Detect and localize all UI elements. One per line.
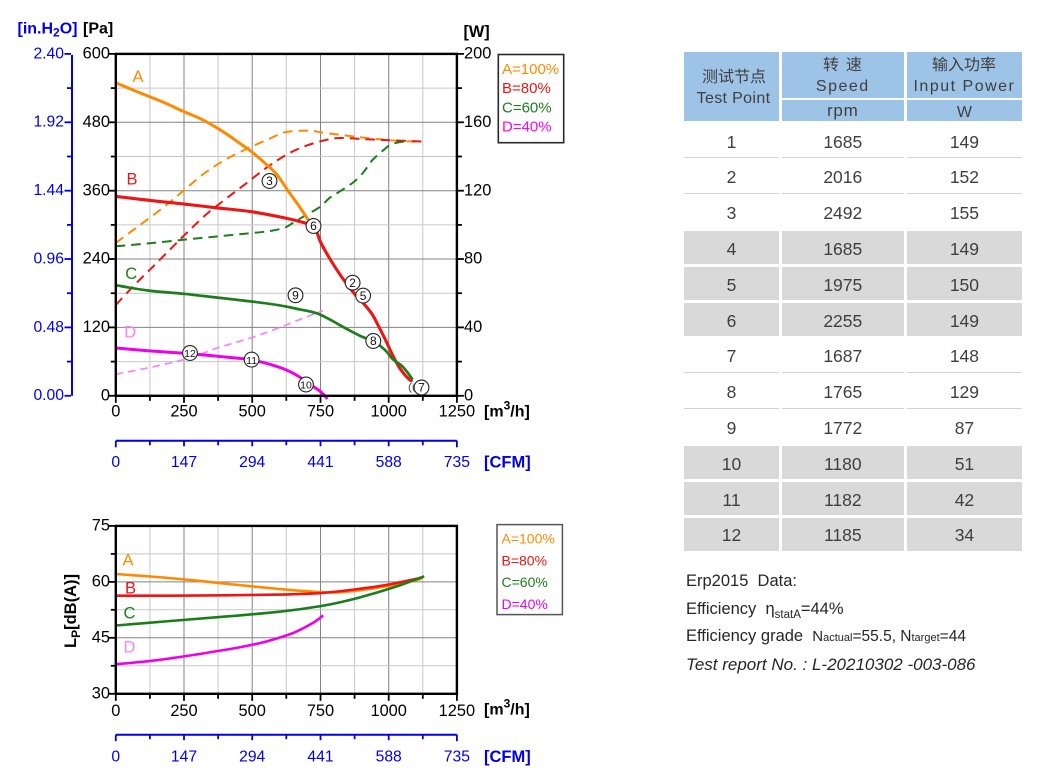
svg-text:240: 240 [83,250,110,268]
svg-text:480: 480 [83,113,110,131]
svg-text:0: 0 [111,749,120,766]
svg-text:B=80%: B=80% [502,552,548,568]
svg-text:750: 750 [307,402,334,420]
svg-text:A: A [133,68,144,86]
svg-text:0: 0 [111,454,120,471]
svg-text:D: D [124,324,136,342]
svg-text:A=100%: A=100% [502,531,555,547]
svg-text:147: 147 [171,749,197,766]
svg-text:45: 45 [92,628,110,646]
svg-text:0.48: 0.48 [33,319,64,336]
svg-text:75: 75 [92,517,110,535]
svg-text:441: 441 [307,749,333,766]
svg-text:[m3/h]: [m3/h] [484,399,530,421]
svg-text:500: 500 [239,402,266,420]
svg-text:B: B [125,580,136,598]
svg-text:5: 5 [360,289,367,303]
svg-text:735: 735 [444,749,470,766]
svg-text:1250: 1250 [439,402,475,420]
svg-text:D: D [124,639,136,657]
svg-text:D=40%: D=40% [502,119,552,136]
svg-text:[CFM]: [CFM] [484,454,531,472]
svg-text:1250: 1250 [439,702,475,720]
svg-text:250: 250 [170,402,197,420]
svg-text:120: 120 [83,318,110,336]
svg-text:1000: 1000 [370,702,406,720]
svg-text:735: 735 [444,454,470,471]
svg-text:2.40: 2.40 [33,45,64,62]
svg-text:0: 0 [111,402,120,420]
svg-text:80: 80 [464,250,482,268]
svg-text:200: 200 [464,45,491,63]
svg-text:1.44: 1.44 [33,182,64,199]
svg-text:588: 588 [376,454,402,471]
svg-text:10: 10 [300,380,312,392]
svg-text:8: 8 [370,334,377,348]
svg-text:360: 360 [83,181,110,199]
svg-text:250: 250 [170,702,197,720]
svg-text:B: B [127,170,138,188]
svg-text:[Pa]: [Pa] [83,21,113,38]
svg-text:0.00: 0.00 [33,387,64,404]
svg-text:1.92: 1.92 [33,114,64,131]
svg-text:11: 11 [246,355,257,367]
svg-text:588: 588 [376,749,402,766]
svg-text:3: 3 [266,174,273,188]
svg-text:40: 40 [464,318,482,336]
svg-text:A: A [123,552,134,570]
svg-text:441: 441 [307,454,333,471]
svg-text:0: 0 [111,702,120,720]
svg-text:750: 750 [307,702,334,720]
svg-text:[m3/h]: [m3/h] [484,697,530,719]
svg-text:0: 0 [464,386,473,404]
svg-text:C: C [125,265,137,283]
svg-text:9: 9 [292,289,299,303]
svg-text:600: 600 [83,45,110,63]
svg-text:D=40%: D=40% [502,596,548,612]
svg-text:147: 147 [171,454,197,471]
svg-text:A=100%: A=100% [502,61,559,78]
svg-text:120: 120 [464,181,491,199]
svg-text:30: 30 [92,684,110,702]
svg-text:500: 500 [239,702,266,720]
svg-text:0.96: 0.96 [33,250,64,267]
svg-text:1000: 1000 [370,402,406,420]
svg-text:[in.H2O]: [in.H2O] [18,21,78,40]
svg-text:0: 0 [101,386,110,404]
svg-text:160: 160 [464,113,491,131]
svg-text:12: 12 [184,348,196,360]
svg-text:C=60%: C=60% [502,99,552,116]
svg-text:B=80%: B=80% [502,80,551,97]
svg-text:[CFM]: [CFM] [484,748,531,766]
svg-text:C: C [124,605,136,623]
svg-text:LP[dB(A)]: LP[dB(A)] [62,574,83,648]
svg-text:2: 2 [349,276,356,290]
svg-text:294: 294 [239,749,265,766]
svg-text:7: 7 [418,381,425,395]
svg-text:6: 6 [310,219,317,233]
svg-text:294: 294 [239,454,265,471]
svg-text:60: 60 [92,573,110,591]
svg-text:C=60%: C=60% [502,574,548,590]
svg-text:[W]: [W] [464,23,490,41]
